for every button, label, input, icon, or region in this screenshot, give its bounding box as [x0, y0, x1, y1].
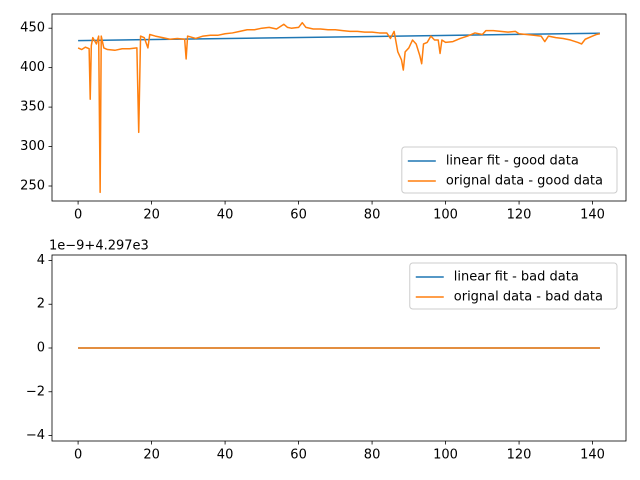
- x-tick-label: 100: [433, 208, 458, 223]
- x-tick-label: 120: [507, 208, 532, 223]
- x-tick-label: 80: [364, 208, 381, 223]
- legend-label: linear fit - bad data: [454, 270, 579, 285]
- y-tick-label: 2: [37, 297, 45, 312]
- legend-label: orignal data - good data: [446, 174, 603, 189]
- y-tick-label: −2: [26, 384, 45, 399]
- x-tick-label: 20: [143, 448, 160, 463]
- data-line: [78, 32, 600, 42]
- legend-box: [409, 262, 618, 310]
- y-tick-label: 0: [37, 341, 45, 356]
- x-tick-label: 80: [364, 448, 381, 463]
- y-tick-label: 4: [37, 253, 45, 268]
- x-tick-label: 40: [217, 448, 234, 463]
- y-tick-label: 250: [20, 179, 45, 194]
- y-tick-label: 450: [20, 21, 45, 36]
- x-tick-label: 0: [74, 448, 82, 463]
- x-tick-label: 60: [290, 208, 307, 223]
- legend-label: orignal data - bad data: [454, 290, 603, 305]
- data-line: [77, 21, 601, 194]
- x-tick-label: 0: [74, 208, 82, 223]
- x-tick-label: 120: [507, 448, 532, 463]
- x-tick-label: 20: [143, 208, 160, 223]
- x-tick-label: 40: [217, 208, 234, 223]
- y-tick-label: 300: [20, 139, 45, 154]
- x-tick-label: 140: [580, 208, 605, 223]
- x-tick-label: 60: [290, 448, 307, 463]
- legend-label: linear fit - good data: [446, 154, 579, 169]
- legend-box: [401, 146, 618, 194]
- axis-offset-text: 1e−9+4.297e3: [49, 239, 149, 254]
- x-tick-label: 100: [433, 448, 458, 463]
- y-tick-label: −4: [26, 428, 45, 443]
- y-tick-label: 350: [20, 100, 45, 115]
- x-tick-label: 140: [580, 448, 605, 463]
- y-tick-label: 400: [20, 60, 45, 75]
